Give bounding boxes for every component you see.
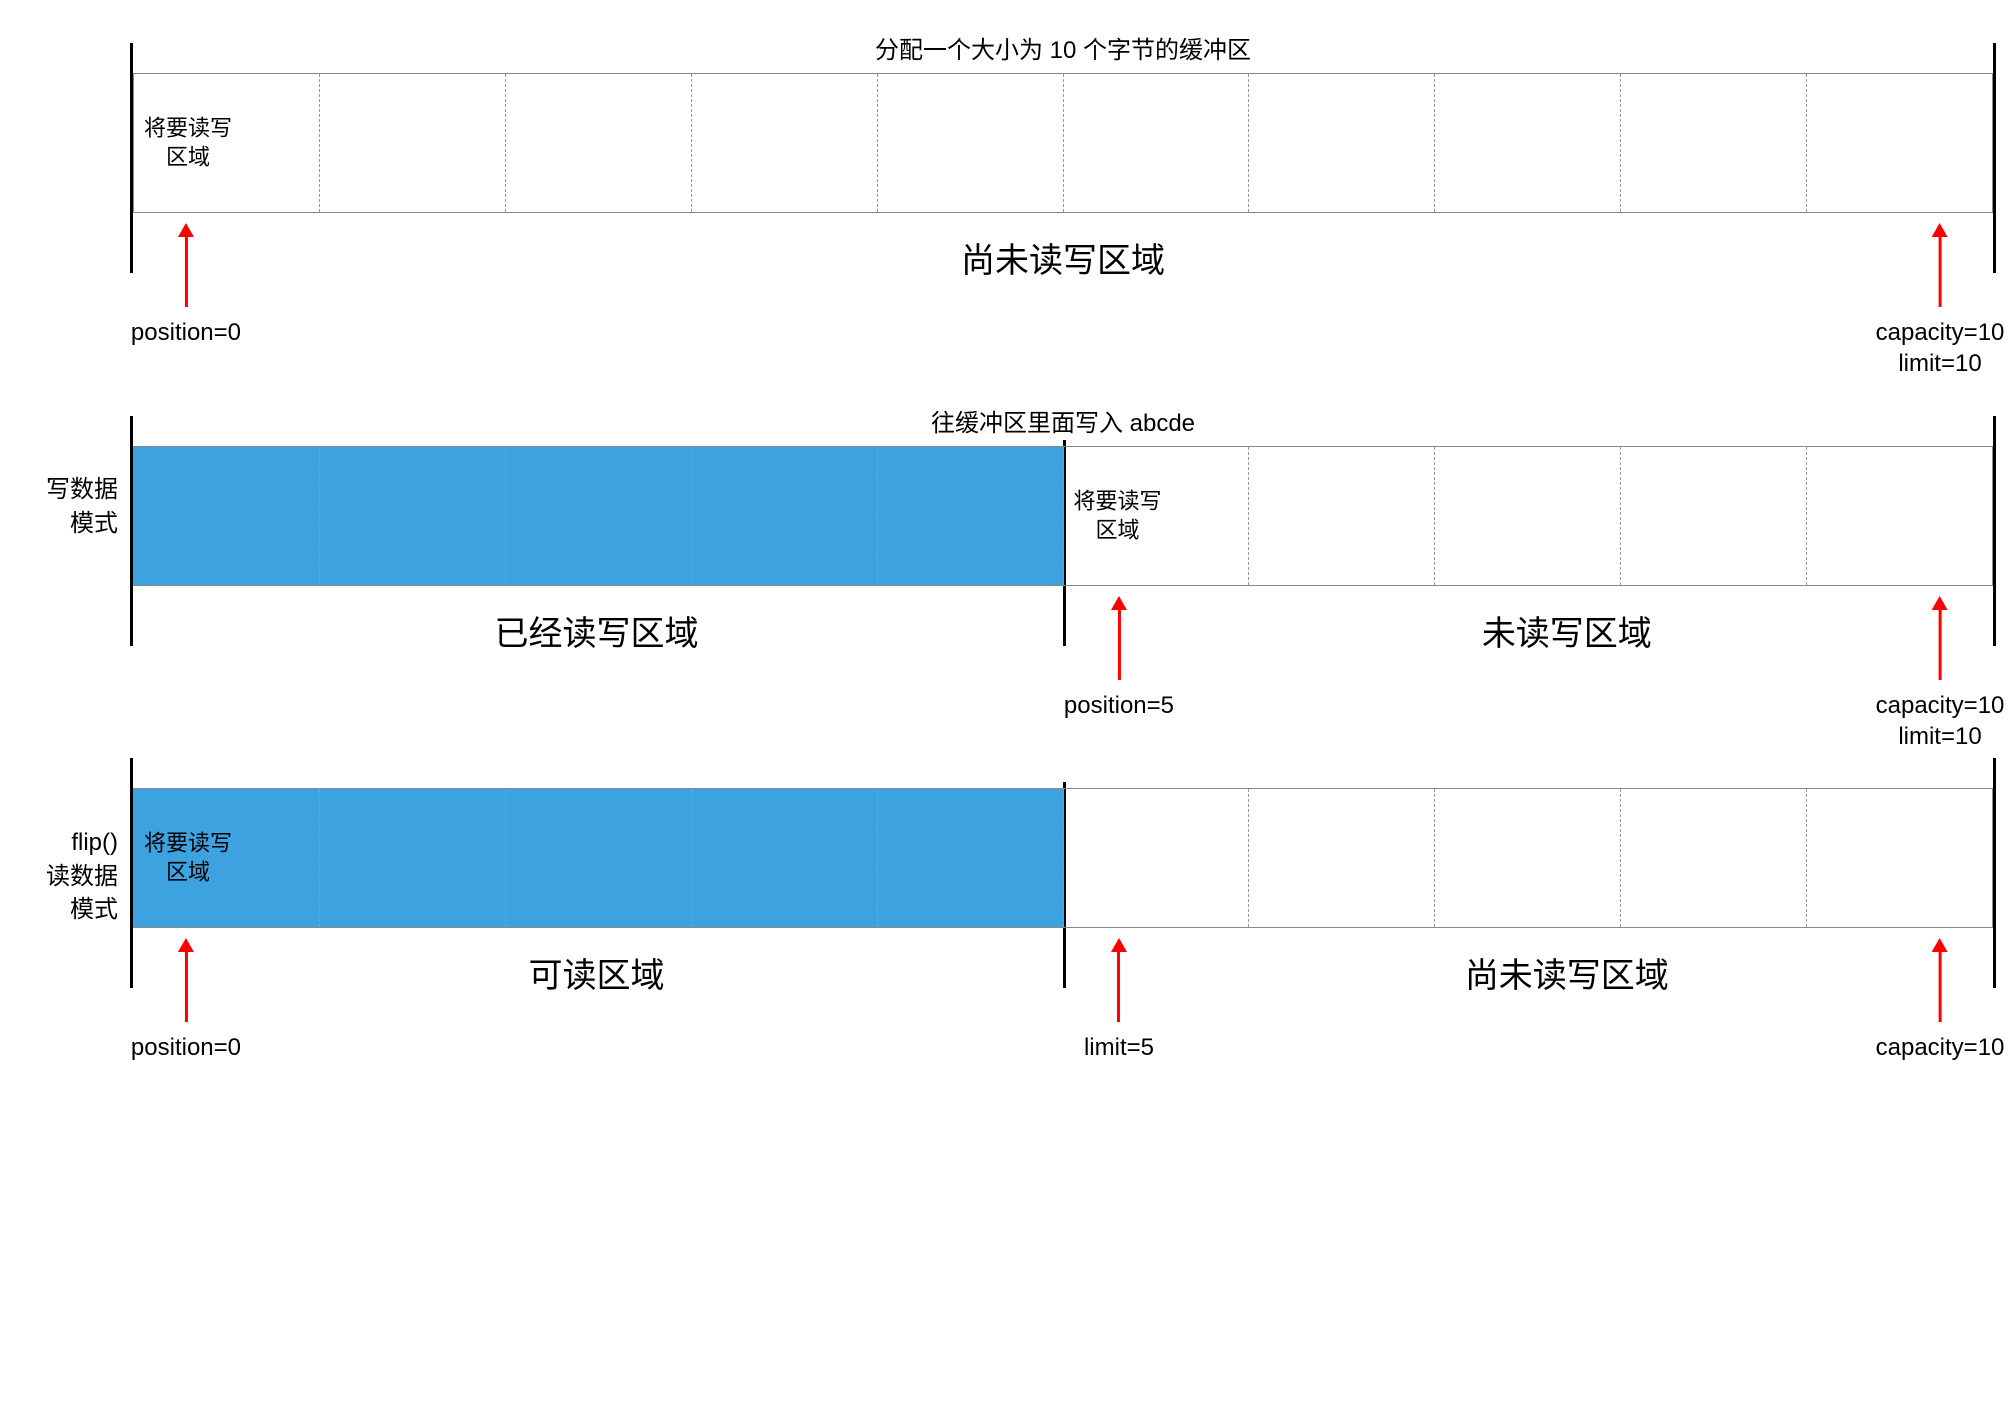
arrow-shaft: [184, 952, 187, 1022]
row2-block: 往缓冲区里面写入 abcde 将要读写区域 已经读写区域未读写区域positio…: [130, 403, 1996, 716]
arrow-up-icon: [1111, 596, 1127, 610]
buffer-cell: [1249, 789, 1435, 927]
arrow-up-icon: [1932, 223, 1948, 237]
row1-buffer-bar: 将要读写区域: [133, 73, 1993, 213]
region-label: 尚未读写区域: [1465, 948, 1669, 997]
row2-left-l2: 模式: [70, 510, 118, 537]
buffer-cell: [320, 789, 506, 927]
row3-title: [130, 776, 1996, 780]
row3-left-l2: 读数据: [46, 863, 118, 890]
arrow-label: position=0: [131, 1032, 241, 1063]
arrow-up-icon: [1111, 938, 1127, 952]
buffer-cell: [320, 447, 506, 585]
row1-title: 分配一个大小为 10 个字节的缓冲区: [130, 30, 1996, 65]
buffer-cell: [320, 74, 506, 212]
region-label: 可读区域: [529, 948, 665, 997]
buffer-cell: 将要读写区域: [1064, 447, 1250, 585]
arrow-shaft: [184, 237, 187, 307]
arrow-shaft: [1117, 610, 1120, 680]
row3-left-l1: flip(): [71, 829, 118, 856]
region-label: 尚未读写区域: [961, 233, 1165, 282]
arrow-label: capacity=10: [1876, 1032, 2005, 1063]
row2-title: 往缓冲区里面写入 abcde: [130, 403, 1996, 438]
arrow-label: position=5: [1064, 690, 1174, 721]
buffer-cell: [1249, 447, 1435, 585]
row1-left-label: [20, 30, 130, 100]
row1-block: 分配一个大小为 10 个字节的缓冲区 将要读写区域 尚未读写区域position…: [130, 30, 1996, 343]
buffer-cell: [692, 789, 878, 927]
region-label: 已经读写区域: [495, 606, 699, 655]
row3-below: 可读区域尚未读写区域position=0limit=5capacity=10: [130, 938, 1996, 1058]
buffer-row-1: 分配一个大小为 10 个字节的缓冲区 将要读写区域 尚未读写区域position…: [20, 30, 1996, 343]
buffer-cell: [1064, 74, 1250, 212]
cell-inner-label: 将要读写区域: [142, 114, 234, 171]
buffer-row-2: 写数据 模式 往缓冲区里面写入 abcde 将要读写区域 已经读写区域 未读写区域…: [20, 403, 1996, 716]
row2-below: 已经读写区域未读写区域position=5capacity=10limit=10: [130, 596, 1996, 716]
buffer-row-3: flip() 读数据 模式 将要读写区域 可读区域尚未读写区域position=…: [20, 776, 1996, 1058]
arrow-shaft: [1939, 237, 1942, 307]
buffer-cell: [1621, 74, 1807, 212]
buffer-cell: [1807, 74, 1992, 212]
buffer-cell: [878, 447, 1064, 585]
buffer-cell: [506, 447, 692, 585]
row2-left-label: 写数据 模式: [20, 403, 130, 540]
row3-block: 将要读写区域 可读区域尚未读写区域position=0limit=5capaci…: [130, 776, 1996, 1058]
row3-buffer-bar: 将要读写区域: [133, 788, 1993, 928]
row2-left-l1: 写数据: [46, 476, 118, 503]
cell-inner-label: 将要读写区域: [142, 829, 234, 886]
pointer-arrow: position=0: [131, 938, 241, 1063]
buffer-cell: [692, 74, 878, 212]
row2-buffer-bar: 将要读写区域: [133, 446, 1993, 586]
pointer-arrow: capacity=10limit=10: [1876, 596, 2005, 752]
buffer-cell: [134, 447, 320, 585]
arrow-label: position=0: [131, 317, 241, 348]
row1-below: 尚未读写区域position=0capacity=10limit=10: [130, 223, 1996, 343]
arrow-up-icon: [178, 938, 194, 952]
buffer-cell: [1435, 447, 1621, 585]
row2-bar-wrap: 将要读写区域: [130, 446, 1996, 586]
arrow-up-icon: [1932, 596, 1948, 610]
arrow-label: capacity=10limit=10: [1876, 690, 2005, 752]
buffer-cell: [878, 74, 1064, 212]
pointer-arrow: capacity=10limit=10: [1876, 223, 2005, 379]
arrow-shaft: [1117, 952, 1120, 1022]
arrow-label: limit=5: [1084, 1032, 1154, 1063]
buffer-cell: 将要读写区域: [134, 74, 320, 212]
arrow-shaft: [1939, 610, 1942, 680]
pointer-arrow: capacity=10: [1876, 938, 2005, 1063]
buffer-cell: [878, 789, 1064, 927]
pointer-arrow: position=5: [1064, 596, 1174, 721]
buffer-cell: [692, 447, 878, 585]
buffer-cell: [1621, 447, 1807, 585]
buffer-cell: [506, 789, 692, 927]
buffer-cell: [1435, 74, 1621, 212]
buffer-cell: [506, 74, 692, 212]
buffer-cell: [1249, 74, 1435, 212]
buffer-cell: [1807, 447, 1992, 585]
row3-left-l3: 模式: [70, 896, 118, 923]
cell-inner-label: 将要读写区域: [1072, 487, 1164, 544]
pointer-arrow: position=0: [131, 223, 241, 348]
arrow-up-icon: [1932, 938, 1948, 952]
row3-bar-wrap: 将要读写区域: [130, 788, 1996, 928]
row1-bar-wrap: 将要读写区域: [130, 73, 1996, 213]
arrow-shaft: [1939, 952, 1942, 1022]
region-label: 未读写区域: [1482, 606, 1652, 655]
arrow-label: capacity=10limit=10: [1876, 317, 2005, 379]
buffer-cell: [1621, 789, 1807, 927]
buffer-cell: 将要读写区域: [134, 789, 320, 927]
buffer-cell: [1435, 789, 1621, 927]
buffer-cell: [1807, 789, 1992, 927]
pointer-arrow: limit=5: [1084, 938, 1154, 1063]
buffer-cell: [1064, 789, 1250, 927]
arrow-up-icon: [178, 223, 194, 237]
row3-left-label: flip() 读数据 模式: [20, 776, 130, 927]
